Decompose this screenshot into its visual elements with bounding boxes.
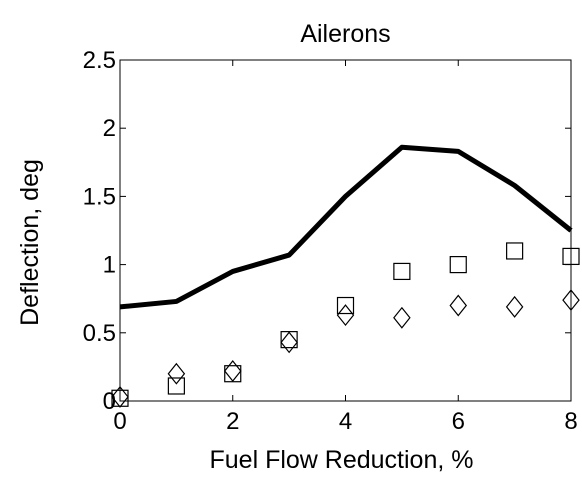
- x-axis-title: Fuel Flow Reduction, %: [209, 446, 473, 474]
- y-tick-label: 0: [103, 388, 116, 415]
- x-tick-label: 4: [339, 408, 352, 435]
- x-tick-label: 6: [452, 408, 465, 435]
- x-tick-label: 2: [226, 408, 239, 435]
- square-marker: [167, 377, 185, 395]
- diamond-marker: [336, 304, 355, 327]
- y-axis-title: Deflection, deg: [16, 159, 44, 326]
- x-tick-label: 8: [564, 408, 577, 435]
- diamond-marker: [449, 294, 468, 317]
- plot-area: 0 2 4 6 8 0 0.5 1 1.5 2 2.5: [83, 47, 580, 435]
- y-tick-label: 1: [103, 252, 116, 279]
- diamond-marker: [111, 385, 129, 408]
- square-marker: [562, 247, 580, 266]
- diamond-marker: [280, 331, 298, 354]
- y-tick-label: 0.5: [83, 320, 116, 347]
- chart-title: Ailerons: [300, 20, 390, 48]
- x-tick-label: 0: [113, 408, 126, 435]
- series-line: [119, 144, 573, 310]
- diamond-marker: [393, 306, 411, 329]
- square-marker: [336, 296, 355, 315]
- diamond-marker: [167, 362, 186, 385]
- square-marker: [506, 242, 524, 260]
- y-tick-label: 1.5: [83, 183, 116, 210]
- diamond-marker: [562, 289, 580, 312]
- y-tick-label: 2: [103, 115, 116, 142]
- diamond-marker: [223, 360, 242, 382]
- square-marker: [393, 262, 411, 281]
- square-marker: [449, 256, 467, 274]
- diamond-marker: [505, 295, 524, 318]
- y-tick-label: 2.5: [83, 47, 116, 74]
